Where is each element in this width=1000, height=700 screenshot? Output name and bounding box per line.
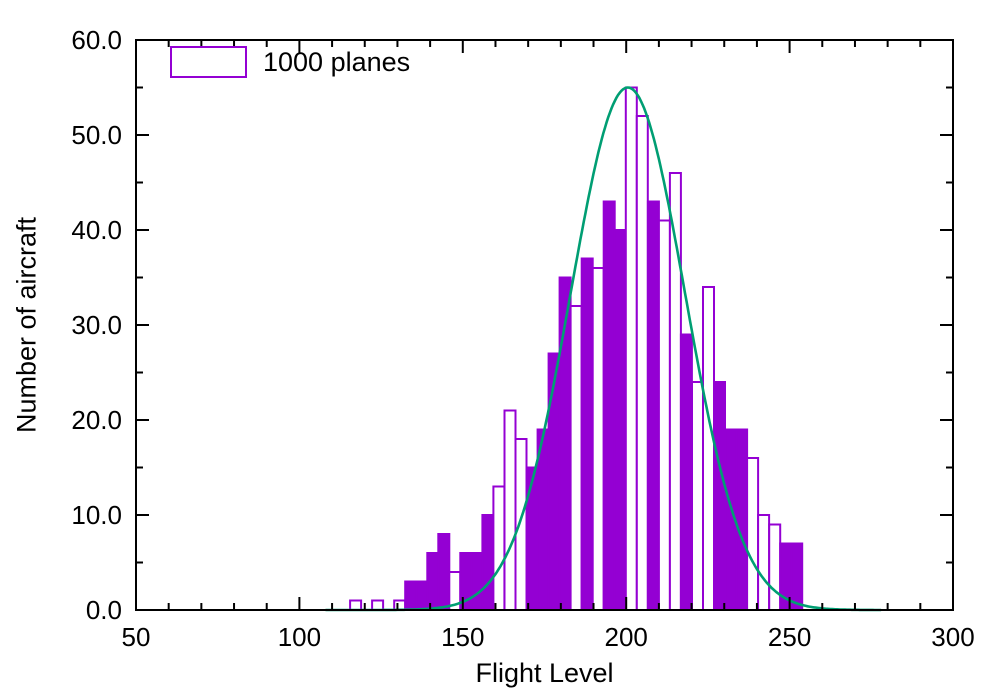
histogram-bar xyxy=(768,523,782,611)
histogram-bar xyxy=(679,333,693,611)
histogram-bar xyxy=(371,599,385,611)
y-axis-title: Number of aircraft xyxy=(11,216,42,434)
histogram-bar xyxy=(646,200,660,611)
histogram-bar xyxy=(470,552,484,611)
y-tick-label: 0.0 xyxy=(85,595,122,625)
y-tick-label: 10.0 xyxy=(71,500,122,530)
x-tick-label: 50 xyxy=(121,622,151,652)
histogram-bars xyxy=(349,86,804,611)
histogram-bar xyxy=(624,86,638,611)
histogram-bar xyxy=(657,219,671,611)
histogram-bar xyxy=(702,286,715,611)
histogram-bar xyxy=(746,457,760,611)
y-tick-label: 30.0 xyxy=(71,310,122,340)
histogram-bar xyxy=(691,381,704,611)
histogram-bar xyxy=(514,438,528,611)
x-tick-label: 200 xyxy=(604,622,648,652)
x-tick-label: 300 xyxy=(931,622,975,652)
histogram-bar xyxy=(492,485,506,611)
histogram-bar xyxy=(569,305,583,611)
histogram-bar xyxy=(404,580,418,611)
histogram-bar xyxy=(591,267,605,611)
y-tick-label: 60.0 xyxy=(71,25,122,55)
legend-swatch-box xyxy=(170,46,247,78)
histogram-bar xyxy=(735,428,749,611)
histogram-bar xyxy=(757,514,771,611)
histogram-bar xyxy=(349,599,363,611)
histogram-bar xyxy=(437,533,451,611)
legend: 1000 planes xyxy=(170,46,410,78)
histogram-bar xyxy=(481,514,495,611)
axis-ticks xyxy=(135,39,954,611)
histogram-bar xyxy=(613,229,627,611)
histogram-bar xyxy=(790,542,804,611)
histogram-bar xyxy=(580,257,594,611)
legend-label: 1000 planes xyxy=(263,46,411,77)
histogram-bar xyxy=(602,200,616,611)
x-tick-label: 250 xyxy=(767,622,812,652)
histogram-bar xyxy=(503,409,517,611)
x-tick-label: 150 xyxy=(441,622,485,652)
y-tick-label: 40.0 xyxy=(71,215,122,245)
histogram-bar xyxy=(426,552,440,611)
y-tick-label: 50.0 xyxy=(71,120,122,150)
histogram-bar xyxy=(547,352,561,611)
x-axis-title: Flight Level xyxy=(475,658,614,688)
x-tick-label: 100 xyxy=(277,622,322,652)
y-tick-label: 20.0 xyxy=(71,405,122,435)
histogram-bar xyxy=(415,580,429,611)
histogram-bar xyxy=(525,466,539,611)
histogram-bar xyxy=(713,381,726,611)
histogram-bar xyxy=(635,115,649,611)
